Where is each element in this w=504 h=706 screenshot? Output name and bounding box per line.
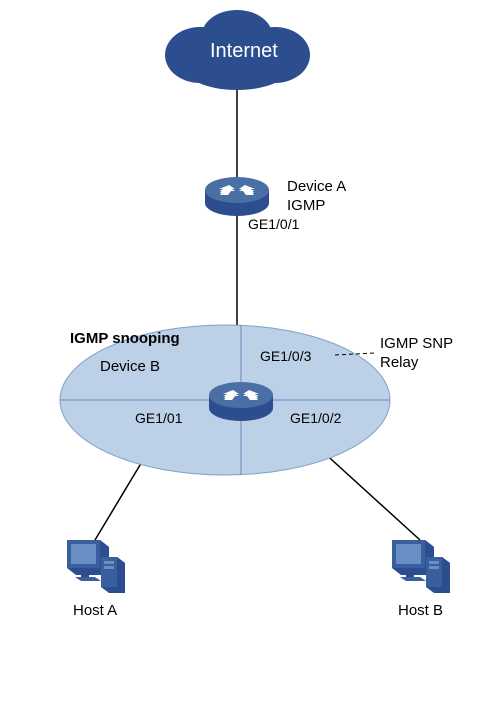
deviceB-router-icon: [209, 382, 273, 421]
port2-label: GE1/0/2: [290, 410, 341, 426]
deviceB-label: Device B: [100, 358, 160, 375]
hostA-pc-icon: [67, 540, 125, 593]
network-diagram: [0, 0, 504, 706]
relay-label-line2: Relay: [380, 354, 418, 371]
hostA-label: Host A: [73, 602, 117, 619]
relay-label-line1: IGMP SNP: [380, 335, 453, 352]
deviceA-label: Device A: [287, 178, 346, 195]
hostB-pc-icon: [392, 540, 450, 593]
port1-label: GE1/01: [135, 410, 182, 426]
internet-label: Internet: [210, 40, 278, 63]
hostB-label: Host B: [398, 602, 443, 619]
igmp-label: IGMP: [287, 197, 325, 214]
deviceA-router-icon: [205, 177, 269, 216]
portA-label: GE1/0/1: [248, 216, 299, 232]
port3-label: GE1/0/3: [260, 348, 311, 364]
snooping-label: IGMP snooping: [70, 330, 180, 347]
